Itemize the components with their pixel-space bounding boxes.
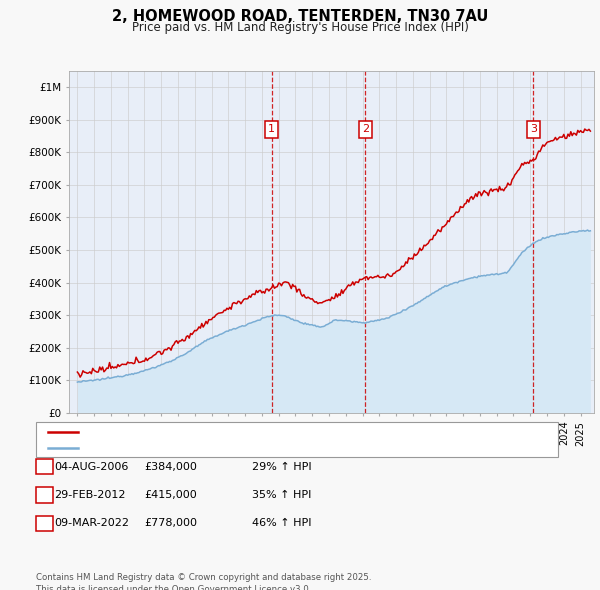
Text: 29-FEB-2012: 29-FEB-2012 [54,490,125,500]
Text: 2, HOMEWOOD ROAD, TENTERDEN, TN30 7AU: 2, HOMEWOOD ROAD, TENTERDEN, TN30 7AU [112,9,488,24]
Text: 1: 1 [268,124,275,135]
Text: 1: 1 [41,460,48,473]
Text: 2: 2 [41,489,48,502]
Text: 46% ↑ HPI: 46% ↑ HPI [252,519,311,528]
Text: 29% ↑ HPI: 29% ↑ HPI [252,462,311,471]
Text: Contains HM Land Registry data © Crown copyright and database right 2025.
This d: Contains HM Land Registry data © Crown c… [36,573,371,590]
Text: 04-AUG-2006: 04-AUG-2006 [54,462,128,471]
Text: £778,000: £778,000 [144,519,197,528]
Text: 35% ↑ HPI: 35% ↑ HPI [252,490,311,500]
Text: 2, HOMEWOOD ROAD, TENTERDEN, TN30 7AU (detached house): 2, HOMEWOOD ROAD, TENTERDEN, TN30 7AU (d… [84,428,406,437]
Text: 2: 2 [362,124,369,135]
Text: £415,000: £415,000 [144,490,197,500]
Text: HPI: Average price, detached house, Ashford: HPI: Average price, detached house, Ashf… [84,443,307,453]
Text: 09-MAR-2022: 09-MAR-2022 [54,519,129,528]
Text: £384,000: £384,000 [144,462,197,471]
Text: 3: 3 [41,517,48,530]
Text: Price paid vs. HM Land Registry's House Price Index (HPI): Price paid vs. HM Land Registry's House … [131,21,469,34]
Text: 3: 3 [530,124,537,135]
